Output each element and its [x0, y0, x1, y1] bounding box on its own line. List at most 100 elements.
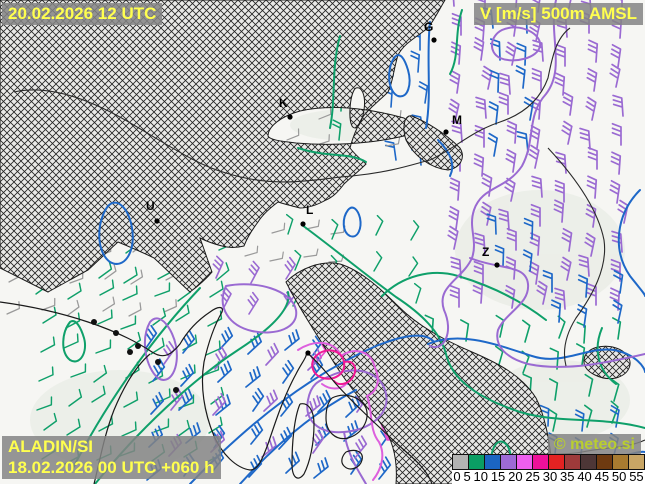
- isotach-contour: [311, 349, 346, 380]
- wind-barb: [473, 260, 484, 284]
- isotach-contour: [388, 54, 411, 98]
- wind-barb: [280, 393, 294, 417]
- wind-barb: [284, 329, 300, 351]
- wind-barb: [577, 303, 588, 328]
- coastal-town-blob: [91, 319, 97, 325]
- wind-barb: [474, 124, 485, 148]
- wind-barb: [617, 199, 629, 224]
- wind-barb: [310, 356, 324, 380]
- coastline: [0, 301, 307, 471]
- wind-barb: [294, 249, 302, 271]
- wind-barb: [577, 274, 589, 298]
- wind-barb: [506, 120, 518, 144]
- wind-barb: [245, 366, 261, 388]
- coastline: [341, 449, 363, 470]
- wind-barb: [42, 306, 57, 324]
- city-dot: [300, 221, 306, 227]
- wind-barb: [561, 227, 573, 252]
- wind-barb: [248, 454, 263, 478]
- wind-barb: [91, 385, 106, 403]
- field-title-label: V [m/s] 500m AMSL: [473, 3, 643, 26]
- wind-zone-se-blue-east: [542, 269, 624, 328]
- model-info-label: ALADIN/SI 18.02.2026 00 UTC +060 h: [2, 436, 221, 479]
- wind-barb: [562, 91, 574, 116]
- wind-barb: [610, 43, 622, 68]
- wind-barb: [522, 249, 533, 272]
- wind-barb: [585, 96, 597, 121]
- wind-barb: [481, 172, 493, 197]
- wind-barb: [494, 244, 505, 267]
- wind-barb: [574, 409, 585, 432]
- wind-barb: [609, 63, 621, 88]
- wind-barb: [271, 222, 286, 234]
- wind-barb: [278, 426, 293, 450]
- wind-barb: [93, 364, 108, 383]
- wind-barb: [408, 256, 419, 277]
- wind-barb: [529, 124, 541, 149]
- legend-tick-label: 25: [525, 469, 540, 484]
- coastline: [291, 403, 315, 479]
- wind-barb: [99, 279, 115, 296]
- valid-time-label: 20.02.2026 12 UTC: [2, 3, 163, 26]
- country-border: [547, 147, 606, 367]
- wind-barb: [548, 408, 558, 432]
- wind-barb: [488, 101, 499, 125]
- wind-barb: [531, 67, 542, 91]
- city-dot: [154, 218, 160, 224]
- wind-barb: [152, 307, 167, 326]
- isotach-contour: [329, 35, 341, 129]
- wind-barb: [345, 395, 361, 418]
- wind-barb: [586, 175, 598, 199]
- wind-barb: [209, 280, 224, 298]
- wind-barb: [612, 94, 624, 117]
- wind-barb: [219, 326, 234, 350]
- wind-barb: [481, 65, 493, 90]
- legend-tick-labels: 0 5 10 15 20 25 30 35 40 45 50 55: [452, 470, 645, 483]
- wind-barb: [244, 245, 259, 257]
- wind-barb: [121, 421, 137, 437]
- wind-barb: [529, 232, 541, 256]
- isotach-contour: [297, 147, 367, 163]
- wind-barb: [63, 333, 79, 349]
- legend-color-box: [565, 455, 581, 469]
- wind-barb: [210, 386, 225, 405]
- country-border: [13, 27, 571, 183]
- wind-barb: [530, 203, 541, 227]
- wind-barb: [385, 136, 401, 147]
- isotach-contour: [221, 283, 298, 334]
- wind-barb: [97, 309, 113, 325]
- hatched-terrain: [285, 262, 555, 484]
- wind-barb: [450, 256, 462, 279]
- coastline: [305, 351, 433, 484]
- isotach-contour: [429, 0, 557, 349]
- wind-barb: [449, 177, 461, 201]
- city-label: K: [279, 96, 288, 110]
- legend-color-box: [613, 455, 629, 469]
- legend-color-box: [517, 455, 533, 469]
- city-label: M: [452, 113, 462, 127]
- isotach-contour: [449, 9, 463, 75]
- wind-barb: [548, 378, 559, 401]
- wind-barb: [212, 255, 224, 279]
- wind-barb: [473, 36, 485, 61]
- wind-barb: [555, 151, 567, 174]
- legend-color-box: [469, 455, 485, 469]
- wind-barb: [586, 282, 597, 306]
- legend-color-scale: [452, 454, 645, 470]
- wind-barb: [575, 343, 586, 366]
- wind-barb: [343, 420, 359, 442]
- wind-barb: [498, 91, 509, 115]
- wind-barb: [247, 291, 259, 315]
- wind-barb: [448, 205, 460, 230]
- wind-barb: [449, 284, 460, 308]
- legend-tick-label: 0: [453, 469, 461, 484]
- coastal-town-blob: [173, 387, 179, 393]
- legend-tick-label: 35: [560, 469, 575, 484]
- wind-barb: [250, 421, 264, 445]
- wind-barb: [579, 127, 591, 150]
- wind-barb: [269, 251, 284, 262]
- coastal-town-blob: [135, 343, 141, 349]
- wind-barb: [584, 373, 594, 397]
- isotach-contour: [491, 26, 542, 62]
